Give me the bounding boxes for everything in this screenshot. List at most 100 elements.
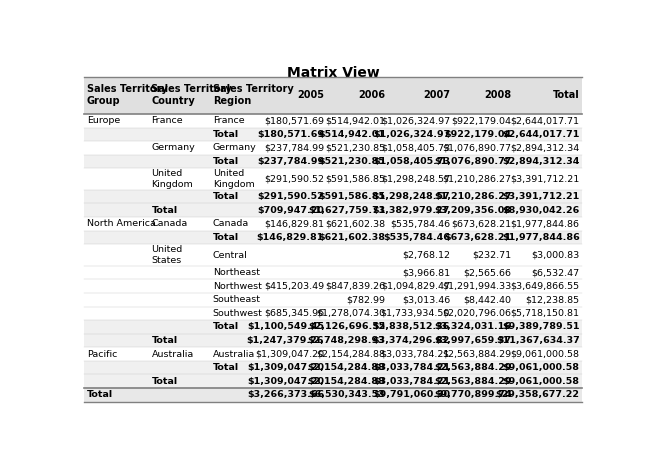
- Text: 2007: 2007: [423, 90, 450, 100]
- Bar: [84, 127, 582, 141]
- Bar: [84, 320, 582, 334]
- Text: $9,791,060.30: $9,791,060.30: [373, 390, 450, 399]
- Text: $1,100,549.45: $1,100,549.45: [247, 322, 324, 332]
- Text: $521,230.85: $521,230.85: [318, 157, 385, 166]
- Text: $9,770,899.74: $9,770,899.74: [434, 390, 512, 399]
- Text: $1,733,934.50: $1,733,934.50: [381, 309, 450, 318]
- Text: $180,571.69: $180,571.69: [264, 116, 324, 125]
- Text: Europe: Europe: [86, 116, 120, 125]
- Text: $922,179.04: $922,179.04: [445, 130, 512, 139]
- Text: Canada: Canada: [151, 219, 188, 228]
- Text: Total: Total: [151, 206, 177, 215]
- Text: $1,026,324.97: $1,026,324.97: [373, 130, 450, 139]
- Text: $3,324,031.16: $3,324,031.16: [434, 322, 512, 332]
- Text: France: France: [151, 116, 183, 125]
- Bar: [84, 77, 582, 114]
- Text: $29,358,677.22: $29,358,677.22: [495, 390, 580, 399]
- Text: $591,586.85: $591,586.85: [318, 192, 385, 201]
- Text: $922,179.04: $922,179.04: [451, 116, 512, 125]
- Text: $1,094,829.47: $1,094,829.47: [381, 282, 450, 291]
- Text: $673,628.21: $673,628.21: [445, 233, 512, 242]
- Bar: [84, 244, 582, 266]
- Text: $1,309,047.20: $1,309,047.20: [255, 350, 324, 359]
- Text: $3,649,866.55: $3,649,866.55: [510, 282, 580, 291]
- Text: $180,571.69: $180,571.69: [257, 130, 324, 139]
- Text: $3,000.83: $3,000.83: [531, 251, 580, 259]
- Text: 2005: 2005: [297, 90, 324, 100]
- Text: United
Kingdom: United Kingdom: [151, 169, 193, 189]
- Bar: [84, 217, 582, 231]
- Text: Total: Total: [213, 233, 239, 242]
- Text: Germany: Germany: [151, 143, 195, 153]
- Text: $291,590.52: $291,590.52: [264, 174, 324, 184]
- Bar: [84, 231, 582, 244]
- Bar: [84, 388, 582, 402]
- Text: $8,930,042.26: $8,930,042.26: [502, 206, 580, 215]
- Text: $3,374,296.82: $3,374,296.82: [372, 336, 450, 345]
- Text: Matrix View: Matrix View: [287, 66, 380, 80]
- Text: $1,058,405.73: $1,058,405.73: [381, 143, 450, 153]
- Text: $2,565.66: $2,565.66: [463, 268, 512, 277]
- Text: Total: Total: [213, 363, 239, 372]
- Text: $535,784.46: $535,784.46: [384, 233, 450, 242]
- Text: $2,020,796.06: $2,020,796.06: [443, 309, 512, 318]
- Text: France: France: [213, 116, 244, 125]
- Text: $1,076,890.77: $1,076,890.77: [434, 157, 512, 166]
- Text: $847,839.26: $847,839.26: [325, 282, 385, 291]
- Text: $3,209,356.08: $3,209,356.08: [434, 206, 512, 215]
- Text: Sales Territory
Region: Sales Territory Region: [213, 85, 294, 106]
- Text: North America: North America: [86, 219, 155, 228]
- Text: $5,718,150.81: $5,718,150.81: [511, 309, 580, 318]
- Text: $2,563,884.29: $2,563,884.29: [434, 363, 512, 372]
- Text: $3,033,784.21: $3,033,784.21: [373, 363, 450, 372]
- Text: $2,894,312.34: $2,894,312.34: [502, 157, 580, 166]
- Text: $1,058,405.73: $1,058,405.73: [373, 157, 450, 166]
- Text: $1,977,844.86: $1,977,844.86: [511, 219, 580, 228]
- Text: Northwest: Northwest: [213, 282, 262, 291]
- Bar: [84, 168, 582, 190]
- Text: $11,367,634.37: $11,367,634.37: [496, 336, 580, 345]
- Text: $2,894,312.34: $2,894,312.34: [510, 143, 580, 153]
- Bar: [84, 190, 582, 204]
- Text: $782.99: $782.99: [346, 295, 385, 304]
- Text: $1,627,759.71: $1,627,759.71: [308, 206, 385, 215]
- Text: Total: Total: [552, 90, 580, 100]
- Text: Australia: Australia: [213, 350, 255, 359]
- Text: $1,298,248.57: $1,298,248.57: [381, 174, 450, 184]
- Text: Total: Total: [213, 130, 239, 139]
- Bar: [84, 374, 582, 388]
- Bar: [84, 141, 582, 155]
- Text: $2,154,284.88: $2,154,284.88: [307, 377, 385, 385]
- Text: $535,784.46: $535,784.46: [390, 219, 450, 228]
- Text: $2,126,696.55: $2,126,696.55: [308, 322, 385, 332]
- Text: 2008: 2008: [484, 90, 512, 100]
- Text: Canada: Canada: [213, 219, 249, 228]
- Text: $3,266,373.66: $3,266,373.66: [247, 390, 324, 399]
- Text: $2,154,284.88: $2,154,284.88: [307, 363, 385, 372]
- Text: United
Kingdom: United Kingdom: [213, 169, 255, 189]
- Text: $9,061,000.58: $9,061,000.58: [502, 363, 580, 372]
- Text: $1,210,286.27: $1,210,286.27: [443, 174, 512, 184]
- Text: $237,784.99: $237,784.99: [257, 157, 324, 166]
- Bar: [84, 204, 582, 217]
- Text: Pacific: Pacific: [86, 350, 117, 359]
- Text: Southeast: Southeast: [213, 295, 261, 304]
- Text: $709,947.20: $709,947.20: [257, 206, 324, 215]
- Text: $1,076,890.77: $1,076,890.77: [443, 143, 512, 153]
- Text: Southwest: Southwest: [213, 309, 263, 318]
- Text: $3,382,979.27: $3,382,979.27: [372, 206, 450, 215]
- Text: $1,977,844.86: $1,977,844.86: [502, 233, 580, 242]
- Text: Total: Total: [151, 336, 177, 345]
- Text: $12,238.85: $12,238.85: [525, 295, 580, 304]
- Text: $673,628.21: $673,628.21: [451, 219, 512, 228]
- Bar: [84, 293, 582, 306]
- Text: $1,247,379.26: $1,247,379.26: [246, 336, 324, 345]
- Text: $514,942.01: $514,942.01: [318, 130, 385, 139]
- Text: $1,309,047.20: $1,309,047.20: [247, 377, 324, 385]
- Text: $9,061,000.58: $9,061,000.58: [502, 377, 580, 385]
- Text: $3,033,784.21: $3,033,784.21: [373, 377, 450, 385]
- Bar: [84, 334, 582, 347]
- Text: Sales Territory
Group: Sales Territory Group: [86, 85, 168, 106]
- Text: $1,278,074.30: $1,278,074.30: [316, 309, 385, 318]
- Text: $1,309,047.20: $1,309,047.20: [247, 363, 324, 372]
